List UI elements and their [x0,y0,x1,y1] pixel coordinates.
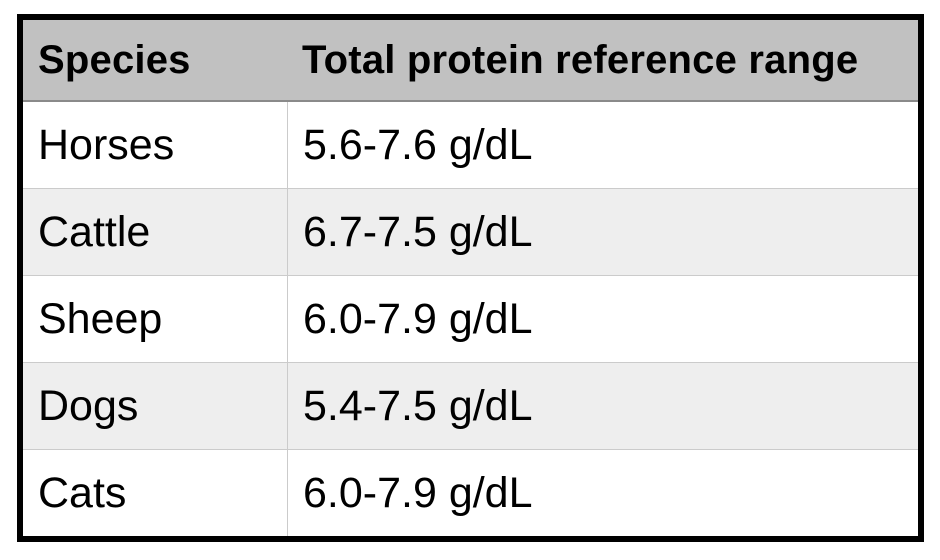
species-cell: Sheep [38,294,163,343]
range-cell: 5.4-7.5 g/dL [287,363,918,449]
table-row-sheep: Sheep 6.0-7.9 g/dL [23,275,918,362]
species-cell: Dogs [38,381,139,430]
range-cell: 5.6-7.6 g/dL [287,102,918,188]
table-row-horses: Horses 5.6-7.6 g/dL [23,102,918,188]
column-header-species: Species [38,37,191,82]
range-cell: 6.0-7.9 g/dL [287,450,918,536]
column-header-reference-range: Total protein reference range [302,37,859,82]
table-row-dogs: Dogs 5.4-7.5 g/dL [23,362,918,449]
species-cell: Cats [38,468,127,517]
table-header-row: Species Total protein reference range [23,20,918,102]
species-cell: Horses [38,120,175,169]
range-cell: 6.0-7.9 g/dL [287,276,918,362]
table-row-cats: Cats 6.0-7.9 g/dL [23,449,918,536]
species-cell: Cattle [38,207,151,256]
protein-reference-table: Species Total protein reference range Ho… [17,14,924,542]
range-cell: 6.7-7.5 g/dL [287,189,918,275]
table-row-cattle: Cattle 6.7-7.5 g/dL [23,188,918,275]
